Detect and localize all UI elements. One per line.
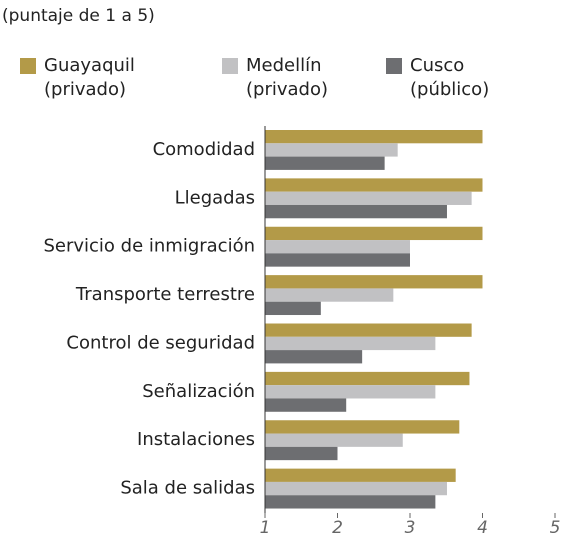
y-tick-label: Comodidad	[153, 139, 255, 160]
bar	[265, 130, 483, 144]
y-tick-label: Sala de salidas	[120, 478, 255, 499]
bar	[265, 495, 436, 509]
bar	[265, 446, 338, 461]
y-tick-label: Servicio de inmigración	[43, 236, 255, 257]
bar	[265, 301, 321, 316]
bar	[265, 288, 394, 302]
bar	[265, 385, 436, 399]
bar	[265, 253, 410, 267]
legend-item: Medellín (privado)	[222, 54, 341, 102]
y-tick-label: Transporte terrestre	[75, 284, 255, 305]
y-tick-label: Instalaciones	[137, 429, 255, 450]
y-tick-label: Control de seguridad	[66, 332, 255, 353]
bar	[265, 433, 403, 447]
x-tick-label: 5	[550, 518, 561, 538]
x-tick-label: 2	[332, 518, 343, 538]
bar	[265, 468, 456, 482]
bar	[265, 275, 483, 289]
bar	[265, 204, 447, 219]
bar	[265, 156, 385, 170]
legend-swatch	[386, 58, 402, 74]
legend-item: Cusco (público)	[386, 54, 505, 102]
x-tick-label: 4	[477, 518, 488, 538]
bar	[265, 398, 347, 412]
bar	[265, 191, 472, 205]
legend-label: Cusco (público)	[410, 55, 490, 100]
y-tick-label: Señalización	[142, 381, 255, 402]
bar	[265, 371, 470, 386]
legend-label: Guayaquil (privado)	[44, 55, 135, 100]
y-tick-label: Llegadas	[175, 187, 255, 208]
bar	[265, 323, 472, 337]
bar	[265, 481, 447, 496]
bar	[265, 178, 483, 192]
bar	[265, 240, 410, 254]
legend-swatch	[222, 58, 238, 74]
legend-label: Medellín (privado)	[246, 55, 328, 100]
subtitle: (puntaje de 1 a 5)	[2, 6, 155, 26]
bar	[265, 143, 398, 157]
bar	[265, 420, 460, 434]
bar	[265, 226, 483, 241]
legend-swatch	[20, 58, 36, 74]
x-tick-label: 1	[260, 518, 271, 538]
x-tick-label: 3	[405, 518, 416, 538]
legend-item: Guayaquil (privado)	[20, 54, 139, 102]
bar	[265, 336, 436, 351]
bar	[265, 350, 363, 364]
